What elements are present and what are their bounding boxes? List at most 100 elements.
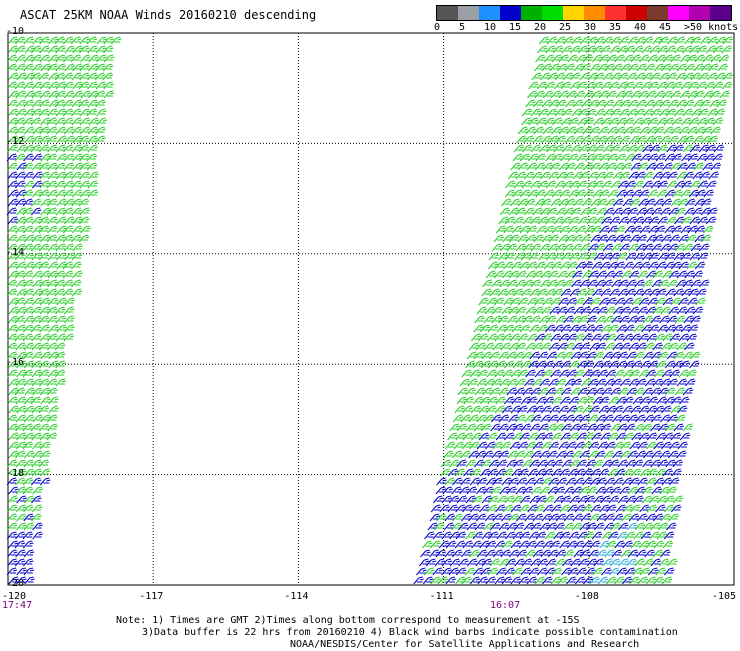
wind-barb [629,477,640,486]
wind-barb [631,432,642,441]
wind-barb [683,72,695,81]
longitude-tick-label: -114 [284,591,309,602]
wind-barb [676,171,688,180]
wind-barb [510,540,522,549]
wind-barb [524,171,535,180]
wind-barb [710,126,721,135]
wind-barb [597,441,609,450]
wind-barb [651,243,663,252]
legend-label: 0 [434,22,441,33]
wind-barb [462,432,474,441]
wind-barb [611,549,623,558]
wind-barb [624,81,635,90]
wind-barb [56,216,67,225]
wind-barb [596,198,608,207]
wind-barb [620,234,632,243]
wind-barb [634,144,646,153]
wind-barb [487,432,498,441]
wind-barb [480,567,491,576]
wind-barb [7,324,18,333]
wind-barb [55,108,67,117]
wind-barb [559,531,571,540]
wind-barb [474,522,486,531]
wind-barb [506,243,518,252]
wind-barb [682,45,693,54]
wind-barb [55,306,66,315]
wind-barb [32,279,43,288]
wind-barb [686,333,698,342]
wind-barb [675,279,687,288]
wind-barb [515,342,527,351]
wind-barb [512,288,524,297]
wind-barb [616,396,627,405]
wind-barb [689,216,701,225]
wind-barb [78,135,90,144]
wind-barb [600,45,611,54]
wind-barb [651,279,663,288]
wind-barb [466,558,478,567]
wind-barb [7,36,19,45]
wind-barb [566,441,577,450]
wind-barb [15,324,26,333]
wind-barb [593,558,605,567]
wind-barb [577,360,588,369]
wind-barb [95,81,107,90]
wind-barb [628,243,639,252]
wind-barb [557,270,568,279]
wind-barb [652,99,664,108]
wind-barb [56,324,67,333]
wind-barb [593,117,605,126]
wind-barb [587,72,599,81]
wind-barb [665,324,676,333]
wind-barb [545,216,556,225]
wind-barb [615,153,627,162]
wind-barb [558,90,570,99]
wind-barb [522,216,534,225]
wind-barb [529,288,541,297]
wind-barb [468,414,479,423]
wind-barb [558,54,570,63]
wind-barb [594,450,606,459]
wind-barb [71,108,82,117]
wind-barb [650,558,662,567]
wind-barb [577,495,589,504]
wind-barb [674,387,686,396]
wind-barb [707,72,718,81]
wind-barb [668,306,679,315]
wind-barb [546,207,558,216]
wind-barb [23,504,34,513]
wind-barb [537,288,548,297]
wind-barb [451,486,462,495]
wind-barb [16,189,27,198]
wind-barb [621,162,633,171]
wind-barb [577,387,589,396]
wind-barb [512,360,524,369]
wind-barb [529,495,541,504]
wind-barb [597,135,608,144]
wind-barb [672,81,683,90]
wind-barb [667,558,678,567]
wind-barb [548,270,559,279]
wind-barb [32,171,43,180]
wind-barb [560,396,571,405]
wind-barb [24,234,35,243]
wind-barb [584,432,595,441]
wind-barb [6,81,18,90]
wind-barb [31,360,42,369]
wind-barb [541,441,552,450]
wind-barb [630,405,642,414]
wind-barb [542,432,554,441]
wind-barb [16,207,27,216]
wind-barb [600,360,612,369]
wind-barb [557,576,569,585]
wind-barb [545,315,557,324]
wind-barb [622,477,633,486]
wind-barb [544,189,555,198]
wind-barb [697,180,709,189]
wind-barb [71,279,82,288]
wind-barb [630,504,641,513]
wind-barb [103,90,115,99]
wind-barb [634,522,646,531]
wind-barb [612,63,623,72]
wind-barb [561,567,572,576]
